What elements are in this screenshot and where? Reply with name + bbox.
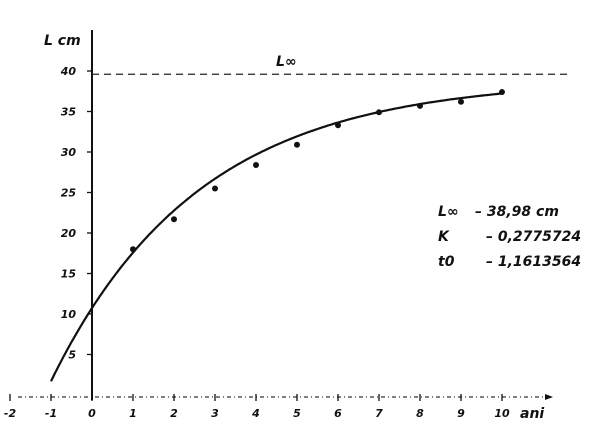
annotation-linf-label: L∞ (438, 204, 459, 220)
y-tick-label: 40 (60, 65, 77, 78)
x-tick-label: 5 (293, 407, 301, 420)
data-point (417, 102, 423, 109)
x-tick-label: 2 (170, 407, 178, 420)
data-point (335, 122, 341, 129)
data-point (171, 216, 177, 223)
x-axis-label: ani (520, 406, 544, 422)
annotation-t0-value: – 1,1613564 (486, 254, 581, 270)
annotation-k-label: K (438, 229, 450, 245)
data-point (499, 89, 505, 96)
x-tick-label: 0 (88, 407, 96, 420)
y-tick-label: 20 (61, 227, 77, 240)
x-tick-label: -1 (45, 407, 57, 420)
asymptote-label: L∞ (276, 54, 297, 70)
growth-curve (50, 92, 503, 382)
x-tick-label: -2 (4, 407, 17, 420)
y-axis-label: L cm (44, 33, 81, 49)
x-tick-label: 10 (494, 407, 510, 420)
data-point (212, 185, 218, 192)
x-tick-label: 3 (211, 407, 219, 420)
x-tick-label: 8 (416, 407, 424, 420)
data-point (130, 246, 136, 253)
y-tick-label: 25 (61, 187, 77, 200)
parameter-annotations: L∞ – 38,98 cm K – 0,2775724 t0 – 1,16135… (438, 204, 581, 270)
data-point (253, 161, 259, 168)
annotation-k-value: – 0,2775724 (486, 229, 581, 245)
data-point (294, 141, 300, 148)
data-point (458, 98, 464, 105)
annotation-linf-value: – 38,98 cm (475, 204, 559, 220)
y-tick-label: 10 (61, 308, 77, 321)
y-tick-label: 15 (61, 268, 77, 281)
y-tick-label: 5 (68, 349, 76, 362)
x-tick-label: 7 (375, 407, 383, 420)
x-tick-label: 4 (251, 407, 260, 420)
x-tick-label: 1 (129, 407, 137, 420)
x-axis-arrow (545, 394, 553, 400)
annotation-t0-label: t0 (438, 254, 455, 270)
x-tick-label: 9 (457, 407, 465, 420)
data-point (376, 109, 382, 116)
x-tick-label: 6 (334, 407, 342, 420)
y-tick-label: 35 (61, 106, 77, 119)
y-tick-label: 30 (61, 146, 77, 159)
